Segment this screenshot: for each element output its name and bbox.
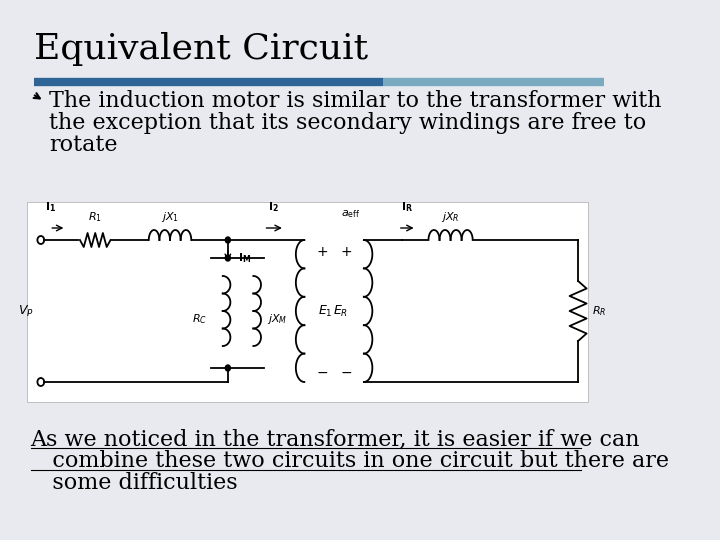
Text: $V_P$: $V_P$ <box>18 303 34 319</box>
Text: $R_C$: $R_C$ <box>192 312 207 326</box>
Text: combine these two circuits in one circuit but there are: combine these two circuits in one circui… <box>31 450 669 472</box>
Text: rotate: rotate <box>49 134 118 156</box>
Text: the exception that its secondary windings are free to: the exception that its secondary winding… <box>49 112 647 134</box>
Text: $jX_R$: $jX_R$ <box>441 210 460 224</box>
Text: $R_1$: $R_1$ <box>89 210 102 224</box>
Text: $\mathbf{I_R}$: $\mathbf{I_R}$ <box>401 200 413 214</box>
Text: As we noticed in the transformer, it is easier if we can: As we noticed in the transformer, it is … <box>31 428 640 450</box>
Text: $-$: $-$ <box>316 365 328 379</box>
Text: $-$: $-$ <box>340 365 352 379</box>
Text: $\mathbf{I_M}$: $\mathbf{I_M}$ <box>238 251 251 265</box>
Text: $E_R$: $E_R$ <box>333 303 348 319</box>
Text: $\mathbf{I_2}$: $\mathbf{I_2}$ <box>269 200 279 214</box>
Text: $+$: $+$ <box>316 245 328 259</box>
Text: $jX_M$: $jX_M$ <box>267 312 287 326</box>
Text: $+$: $+$ <box>340 245 352 259</box>
Text: $a_{\rm eff}$: $a_{\rm eff}$ <box>341 208 360 220</box>
Circle shape <box>225 365 230 371</box>
Text: $\mathbf{I_1}$: $\mathbf{I_1}$ <box>45 200 57 214</box>
Text: $jX_1$: $jX_1$ <box>161 210 179 224</box>
Text: some difficulties: some difficulties <box>31 472 237 494</box>
Bar <box>27 202 588 402</box>
Text: The induction motor is similar to the transformer with: The induction motor is similar to the tr… <box>49 90 662 112</box>
Circle shape <box>225 237 230 243</box>
Text: $R_R$: $R_R$ <box>592 304 606 318</box>
Text: $E_1$: $E_1$ <box>318 303 333 319</box>
Circle shape <box>225 255 230 261</box>
Text: Equivalent Circuit: Equivalent Circuit <box>34 32 368 66</box>
